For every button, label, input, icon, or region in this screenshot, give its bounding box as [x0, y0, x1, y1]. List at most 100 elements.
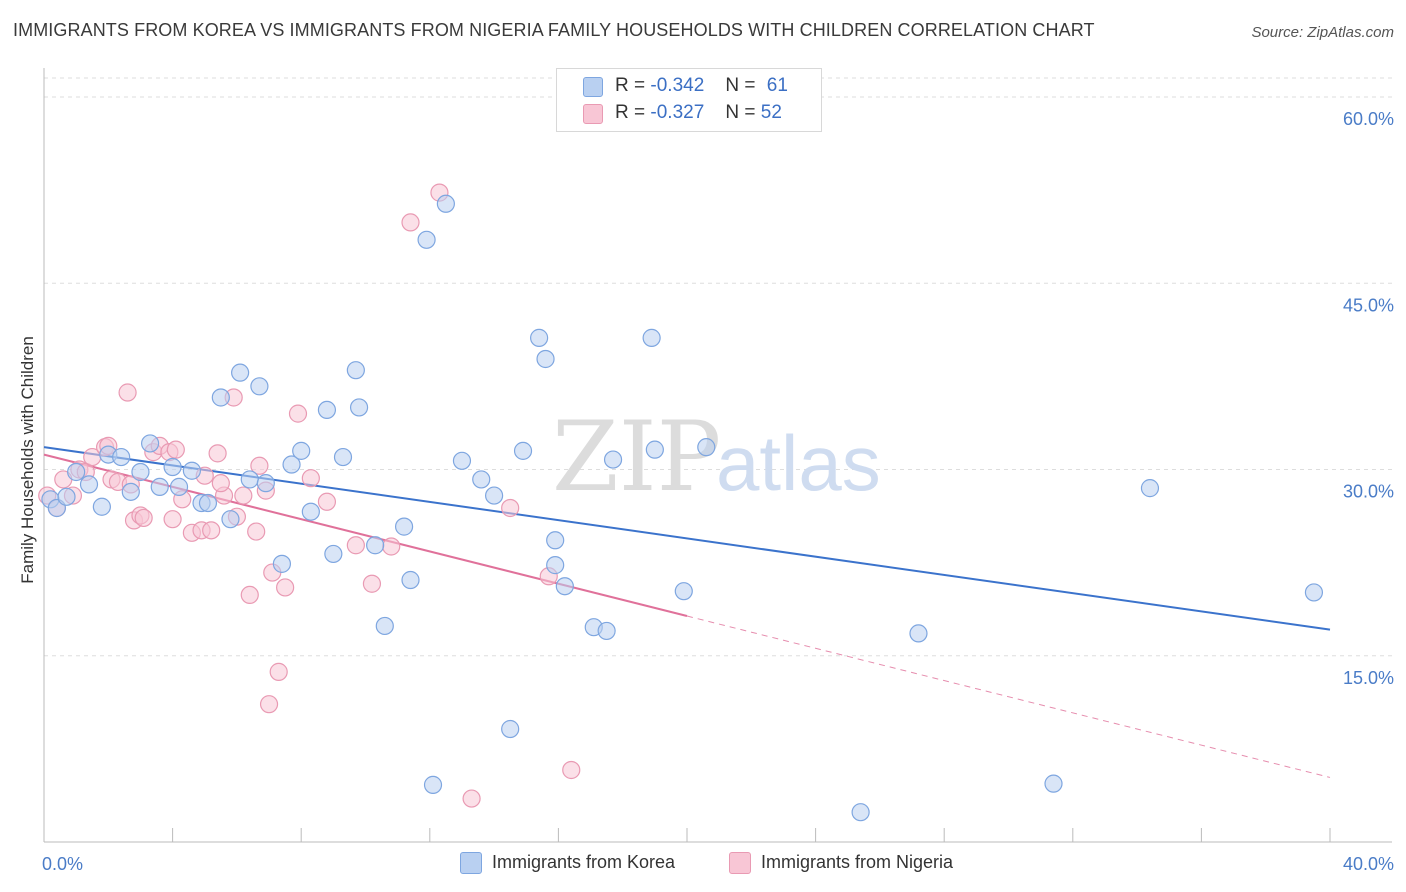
point-korea — [121, 482, 140, 501]
watermark: ZIP atlas — [552, 401, 881, 513]
point-nigeria — [240, 585, 259, 605]
point-nigeria — [208, 444, 227, 463]
legend-n-label: N = — [725, 75, 756, 96]
legend-swatch-korea — [583, 77, 603, 97]
point-korea — [555, 577, 574, 596]
point-korea — [597, 621, 616, 641]
point-korea — [452, 451, 472, 470]
point-korea — [317, 400, 337, 419]
tick-labels: 15.0% 30.0% 45.0% 60.0% 0.0% 40.0% — [42, 109, 1394, 874]
point-korea — [240, 470, 259, 489]
point-korea — [375, 616, 394, 636]
point-nigeria — [501, 498, 520, 518]
point-korea — [546, 556, 565, 575]
point-korea — [417, 230, 436, 249]
point-korea — [57, 487, 76, 506]
legend-n-label: N = — [725, 102, 756, 123]
point-korea — [546, 531, 565, 550]
point-korea — [401, 570, 420, 590]
bottom-legend-label-korea: Immigrants from Korea — [492, 852, 676, 872]
point-korea — [674, 582, 693, 601]
point-korea — [231, 363, 250, 382]
legend-swatch-nigeria — [583, 104, 603, 124]
point-korea — [697, 438, 716, 457]
point-korea — [150, 477, 169, 496]
point-korea — [140, 434, 160, 453]
point-korea — [169, 477, 189, 496]
point-nigeria — [259, 695, 279, 714]
trend-line-nigeria-extension — [686, 615, 1331, 778]
bottom-legend-korea: Immigrants from Korea — [460, 852, 676, 875]
point-korea — [163, 457, 182, 477]
point-nigeria — [317, 492, 337, 511]
point-korea — [1044, 774, 1063, 793]
point-korea — [333, 447, 353, 467]
bottom-legend-swatch-korea — [460, 852, 482, 875]
point-korea — [909, 624, 928, 643]
point-korea — [423, 775, 443, 794]
point-korea — [256, 474, 275, 493]
point-korea — [182, 461, 201, 480]
point-korea — [79, 475, 99, 494]
point-korea — [272, 554, 292, 573]
x-tick-label: 0.0% — [42, 854, 83, 874]
point-korea — [501, 719, 520, 739]
bottom-legend-nigeria: Immigrants from Nigeria — [729, 852, 954, 875]
watermark-atlas: atlas — [716, 419, 881, 507]
stats-legend: R = -0.342 N = 61 R = -0.327 N = 52 — [556, 68, 822, 132]
point-korea — [250, 377, 269, 396]
point-korea — [472, 470, 491, 489]
point-nigeria — [301, 469, 320, 488]
point-nigeria — [202, 521, 221, 540]
point-korea — [645, 440, 664, 459]
bottom-legend-label-nigeria: Immigrants from Nigeria — [761, 852, 954, 872]
chart-title: IMMIGRANTS FROM KOREA VS IMMIGRANTS FROM… — [13, 20, 1095, 40]
bottom-legend-swatch-nigeria — [729, 852, 751, 875]
point-korea — [112, 447, 131, 467]
point-korea — [394, 517, 414, 536]
point-nigeria — [250, 456, 269, 475]
point-korea — [436, 194, 455, 213]
point-korea — [536, 349, 555, 369]
point-nigeria — [401, 213, 420, 232]
point-korea — [1304, 583, 1324, 602]
point-nigeria — [234, 486, 253, 505]
point-nigeria — [288, 404, 308, 423]
point-nigeria — [382, 537, 401, 556]
source-label: Source: ZipAtlas.com — [1251, 24, 1394, 41]
point-korea — [349, 398, 369, 417]
point-nigeria — [269, 662, 288, 681]
point-nigeria — [211, 474, 230, 493]
point-korea — [642, 328, 661, 347]
x-tick-label: 40.0% — [1343, 854, 1394, 874]
point-korea — [366, 536, 385, 555]
data-points — [38, 183, 1324, 822]
point-nigeria — [134, 508, 153, 528]
legend-r-label: R = — [615, 102, 646, 123]
point-korea — [198, 493, 218, 513]
point-korea — [603, 450, 623, 469]
point-korea — [131, 462, 150, 482]
watermark-zip: ZIP — [552, 401, 721, 513]
point-korea — [221, 510, 240, 529]
y-tick-label: 45.0% — [1343, 295, 1394, 315]
point-nigeria — [276, 578, 295, 597]
point-korea — [211, 388, 230, 407]
point-nigeria — [562, 760, 581, 780]
legend-r-value: -0.342 — [650, 75, 705, 96]
legend-text-korea: R = -0.342 N = 61 — [615, 75, 788, 97]
point-korea — [530, 328, 549, 347]
point-nigeria — [362, 574, 382, 593]
point-korea — [324, 544, 343, 564]
point-nigeria — [346, 536, 365, 555]
point-korea — [282, 455, 301, 474]
y-tick-label: 60.0% — [1343, 109, 1394, 129]
point-korea — [1140, 479, 1160, 498]
point-nigeria — [462, 789, 481, 808]
point-nigeria — [166, 440, 185, 459]
y-tick-label: 15.0% — [1343, 668, 1394, 688]
point-korea — [346, 361, 365, 380]
point-nigeria — [118, 383, 137, 402]
point-korea — [292, 441, 311, 460]
legend-n-value: 52 — [760, 102, 782, 123]
